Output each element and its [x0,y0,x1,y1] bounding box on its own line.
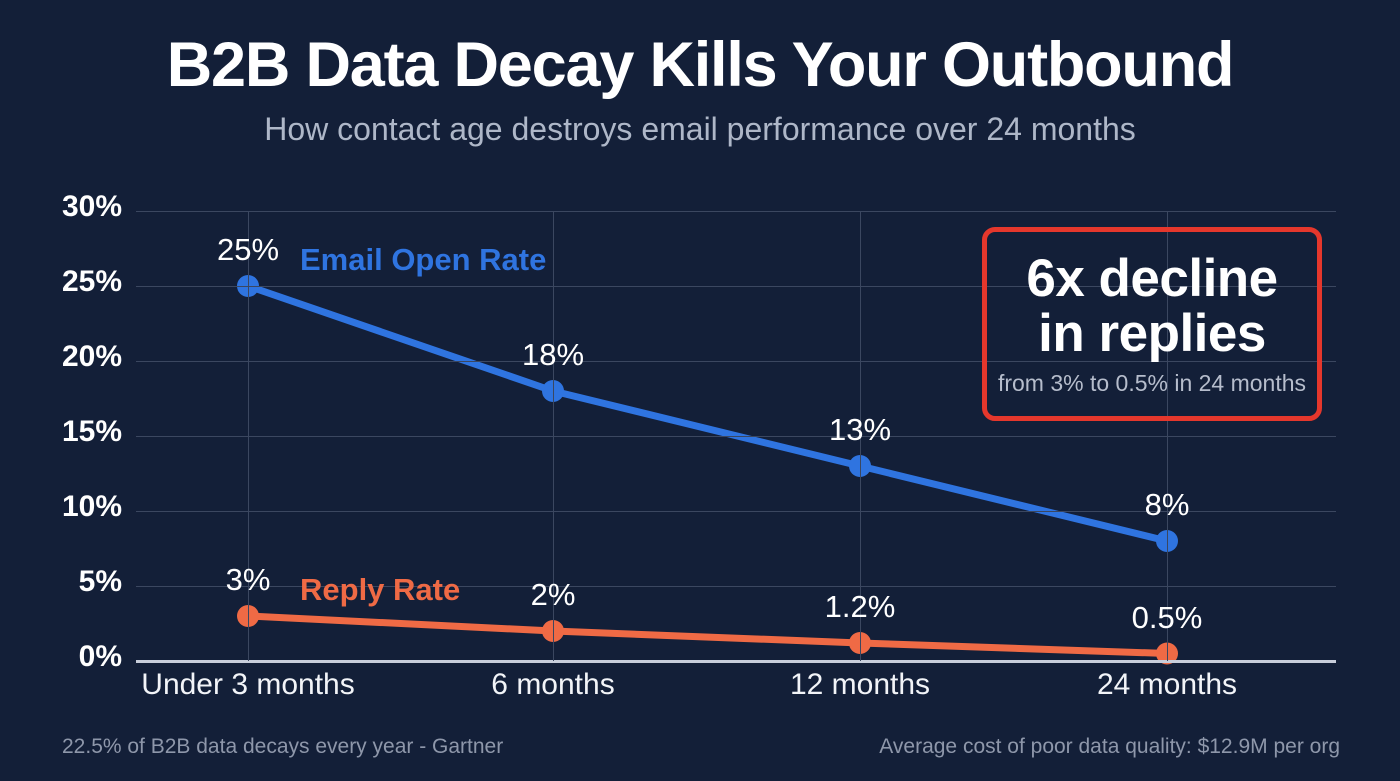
gridline-horizontal [136,511,1336,512]
page-title: B2B Data Decay Kills Your Outbound [166,30,1235,100]
y-axis-tick-label: 10% [61,490,122,523]
footer-cost-note: Average cost of poor data quality: $12.9… [879,735,1340,758]
x-axis-tick-label: Under 3 months [141,668,355,701]
y-axis-tick-label: 5% [78,565,122,598]
gridline-horizontal [136,361,1336,362]
gridline-vertical [553,211,554,661]
x-axis-tick-label: 12 months [789,668,931,701]
callout-headline-line2: in replies [1038,304,1266,363]
y-axis-tick-label: 0% [78,640,122,673]
gridline-horizontal [136,436,1336,437]
y-axis-tick-label: 30% [61,190,122,223]
data-point-label: 8% [1144,487,1190,522]
data-point-label: 0.5% [1131,599,1203,635]
gridline-horizontal [136,586,1336,587]
data-point-label: 2% [530,577,576,612]
x-axis-labels: Under 3 months 6 months 12 months 24 months [136,668,1336,712]
gridline-horizontal [136,211,1336,212]
gridline-horizontal [136,286,1336,287]
gridline-horizontal [136,660,1336,663]
data-point-label: 25% [216,232,280,267]
callout-headline: 6x decline in replies [1026,248,1278,363]
data-point-label: 18% [521,337,585,372]
data-point-label: 3% [225,562,271,597]
callout-subtext: from 3% to 0.5% in 24 months [997,370,1307,397]
series-label-open-rate: Email Open Rate [300,242,547,277]
callout-box: 6x decline in replies from 3% to 0.5% in… [982,227,1322,421]
series-line [244,612,1171,657]
y-axis-labels: 0% 5% 10% 15% 20% 25% 30% [0,190,122,673]
data-point-label: 1.2% [824,589,896,624]
plot-area: 25% 18% 13% 8% Email Open Rate 3% 2% 1.2% 0.5% Re… [136,211,1336,665]
y-axis-tick-label: 25% [61,265,122,298]
callout-headline-line1: 6x decline [1026,248,1278,308]
gridline-vertical [248,211,249,661]
data-point-label: 13% [828,412,892,447]
series-label-reply-rate: Reply Rate [300,572,461,607]
footer-source-note: 22.5% of B2B data decays every year - Ga… [62,735,504,758]
page-subtitle: How contact age destroys email performan… [264,111,1136,147]
x-axis-tick-label: 24 months [1096,668,1238,701]
y-axis-tick-label: 15% [61,415,122,448]
x-axis-tick-label: 6 months [491,668,615,701]
gridline-vertical [860,211,861,661]
gridline-vertical [1167,211,1168,661]
series-line [244,282,1171,545]
y-axis-tick-label: 20% [61,340,122,373]
